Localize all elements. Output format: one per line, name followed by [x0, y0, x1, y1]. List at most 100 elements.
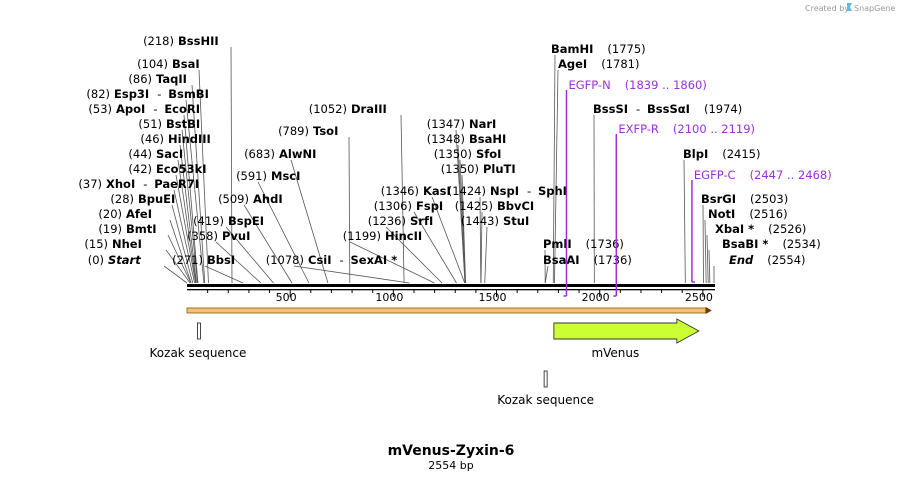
site-position: (20) — [98, 207, 122, 221]
tick-label: 2000 — [582, 291, 610, 304]
site-position: (2554) — [767, 253, 805, 267]
site-name[interactable]: XhoI — [106, 177, 135, 191]
site-separator: - — [153, 102, 157, 116]
ruler: 500 1000 1500 2000 2500 — [207, 290, 713, 304]
site-name[interactable]: SrfI — [410, 214, 433, 228]
site-leader-line — [198, 69, 209, 284]
site-position: (15) — [84, 237, 108, 251]
site-name[interactable]: AfeI — [126, 207, 152, 221]
site-name[interactable]: NspI — [490, 184, 519, 198]
primer-range: (2447 .. 2468) — [750, 168, 832, 182]
site-leader-line — [349, 241, 435, 284]
site-name-alt[interactable]: SphI — [538, 184, 567, 198]
site-name[interactable]: SfoI — [476, 147, 501, 161]
site-name[interactable]: NotI — [708, 207, 735, 221]
primer-name[interactable]: EXFP-R — [618, 122, 659, 136]
sequence-backbone — [187, 284, 715, 287]
site-leader-line — [290, 159, 329, 284]
kozak-marker[interactable] — [197, 322, 201, 340]
site-position: (37) — [78, 177, 102, 191]
site-name[interactable]: BspEI — [228, 214, 264, 228]
site-name[interactable]: TsoI — [313, 124, 338, 138]
kozak-marker[interactable] — [543, 370, 548, 388]
site-name[interactable]: ApoI — [116, 102, 145, 116]
site-name[interactable]: XbaI * — [715, 222, 754, 236]
site-position: (44) — [128, 147, 152, 161]
site-leader-line — [293, 265, 410, 284]
site-name[interactable]: PvuI — [222, 229, 250, 243]
site-name[interactable]: HindIII — [168, 132, 211, 146]
site-name[interactable]: BsaI — [172, 57, 200, 71]
site-leader-line — [348, 136, 351, 284]
site-name[interactable]: BlpI — [683, 147, 708, 161]
site-name[interactable]: BbsI — [207, 253, 235, 267]
site-position: (1425) — [455, 199, 493, 213]
site-name[interactable]: AlwNI — [279, 147, 316, 161]
site-name[interactable]: BbvCI — [497, 199, 534, 213]
site-leader-line — [257, 181, 310, 284]
site-position: (2526) — [768, 222, 806, 236]
site-name-alt[interactable]: SexAI * — [351, 253, 398, 267]
sequence-backbone-lower — [187, 289, 715, 291]
site-name[interactable]: TaqII — [156, 72, 187, 86]
site-position: (28) — [110, 192, 134, 206]
site-name[interactable]: BamHI — [551, 42, 593, 56]
site-position: (1306) — [374, 199, 412, 213]
primer-name[interactable]: EGFP-C — [694, 168, 736, 182]
site-name[interactable]: BssSI — [593, 102, 628, 116]
site-name[interactable]: DraIII — [351, 102, 387, 116]
site-name[interactable]: BsaHI — [469, 132, 506, 146]
site-name[interactable]: StuI — [503, 214, 529, 228]
snapgene-brand: SnapGene — [854, 4, 895, 13]
site-name-alt[interactable]: PaeR7I — [154, 177, 199, 191]
site-leader-line — [400, 114, 405, 284]
primer-range: (2100 .. 2119) — [673, 122, 755, 136]
site-leader-line — [173, 189, 196, 284]
site-name[interactable]: BsaAI — [543, 253, 580, 267]
site-name[interactable]: BpuEI — [138, 192, 175, 206]
features: Kozak sequence mVenus Kozak sequence — [150, 307, 712, 407]
site-leader-line — [385, 226, 443, 284]
site-leader-line — [175, 174, 197, 284]
site-name[interactable]: BssHII — [178, 34, 219, 48]
site-position: (1347) — [427, 117, 465, 131]
site-name[interactable]: NarI — [469, 117, 496, 131]
site-name[interactable]: FspI — [416, 199, 443, 213]
site-name[interactable]: SacI — [156, 147, 183, 161]
site-position: (1346) — [381, 184, 419, 198]
site-name[interactable]: Eco53kI — [156, 162, 207, 176]
site-name[interactable]: End — [729, 253, 754, 267]
site-name-alt[interactable]: EcoRI — [164, 102, 200, 116]
site-name[interactable]: HincII — [385, 229, 422, 243]
primer-name[interactable]: EGFP-N — [568, 78, 610, 92]
site-name[interactable]: Start — [108, 253, 141, 267]
snapgene-logo-icon — [847, 3, 852, 11]
site-name[interactable]: KasI — [423, 184, 451, 198]
site-name[interactable]: PmlI — [543, 237, 572, 251]
site-name[interactable]: BsaBI * — [722, 237, 768, 251]
site-name-alt[interactable]: BsmBI — [168, 87, 209, 101]
site-name[interactable]: PluTI — [483, 162, 516, 176]
tick-label: 1500 — [479, 291, 507, 304]
site-position: (1348) — [427, 132, 465, 146]
site-name[interactable]: BsrGI — [701, 192, 736, 206]
primer-range: (1839 .. 1860) — [625, 78, 707, 92]
site-name[interactable]: NheI — [112, 237, 142, 251]
site-position: (1078) — [266, 253, 304, 267]
site-name[interactable]: MscI — [271, 169, 300, 183]
site-name-alt[interactable]: BssSαI — [647, 102, 690, 116]
site-name[interactable]: BmtI — [126, 222, 157, 236]
site-position: (1424) — [448, 184, 486, 198]
site-name[interactable]: AgeI — [558, 57, 587, 71]
site-leader-line — [457, 144, 466, 284]
site-name[interactable]: BstBI — [166, 117, 200, 131]
site-name[interactable]: CsiI — [308, 253, 332, 267]
site-position: (1236) — [368, 214, 406, 228]
site-name[interactable]: AhdI — [253, 192, 283, 206]
site-position: (1350) — [434, 147, 472, 161]
site-name[interactable]: Esp3I — [114, 87, 149, 101]
site-position: (1775) — [607, 42, 645, 56]
site-position: (53) — [88, 102, 112, 116]
mvenus-feature[interactable] — [553, 318, 700, 344]
